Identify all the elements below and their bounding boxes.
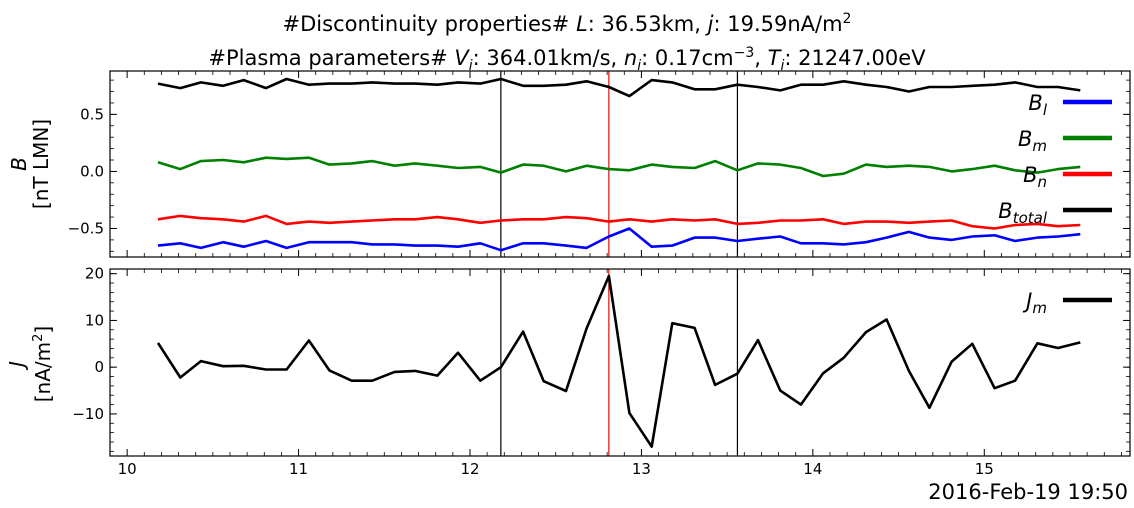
series-line-b-total [157,77,1081,98]
x-tick-label: 13 [632,460,651,478]
y-tick-label: −0.5 [68,219,104,237]
legend-label-j-m: Jm [1022,289,1047,317]
x-tick-label: 11 [289,460,308,478]
y-tick-label: −10 [72,405,104,423]
timestamp-label: 2016-Feb-19 19:50 [928,480,1128,504]
series-line-b-n [157,214,1081,230]
panel-frame [109,70,1131,258]
y-tick-label: 20 [85,265,104,283]
chart-title-line-2: #Plasma parameters# Vi: 364.01km/s, ni: … [208,45,926,75]
series-line-j-m [156,274,1081,448]
y-tick-label: 0 [94,358,104,376]
series-line-b-m [157,156,1081,178]
x-tick-label: 14 [803,460,822,478]
x-tick-label: 10 [118,460,137,478]
panel-top: −0.5 0.0 0.5 Bl Bm Bn Btotal [68,70,1131,258]
legend-label-b-m: Bm [1018,127,1047,155]
panel-bottom: −10 0 10 20 10 11 12 13 14 15 Jm [72,265,1131,478]
panel-frame [109,268,1131,457]
y-tick-label: 10 [85,311,104,329]
x-tick-label: 12 [460,460,479,478]
x-tick-label: 15 [975,460,994,478]
y-tick-label: 0.5 [80,105,104,123]
y-tick-label: 0.0 [80,162,104,180]
chart-title-line-1: #Discontinuity properties# L: 36.53km, j… [282,11,852,36]
legend-label-b-n: Bn [1023,163,1047,191]
legend-label-b-total: Btotal [998,199,1048,227]
series-line-b-l [157,227,1081,252]
legend-label-b-l: Bl [1028,91,1047,119]
